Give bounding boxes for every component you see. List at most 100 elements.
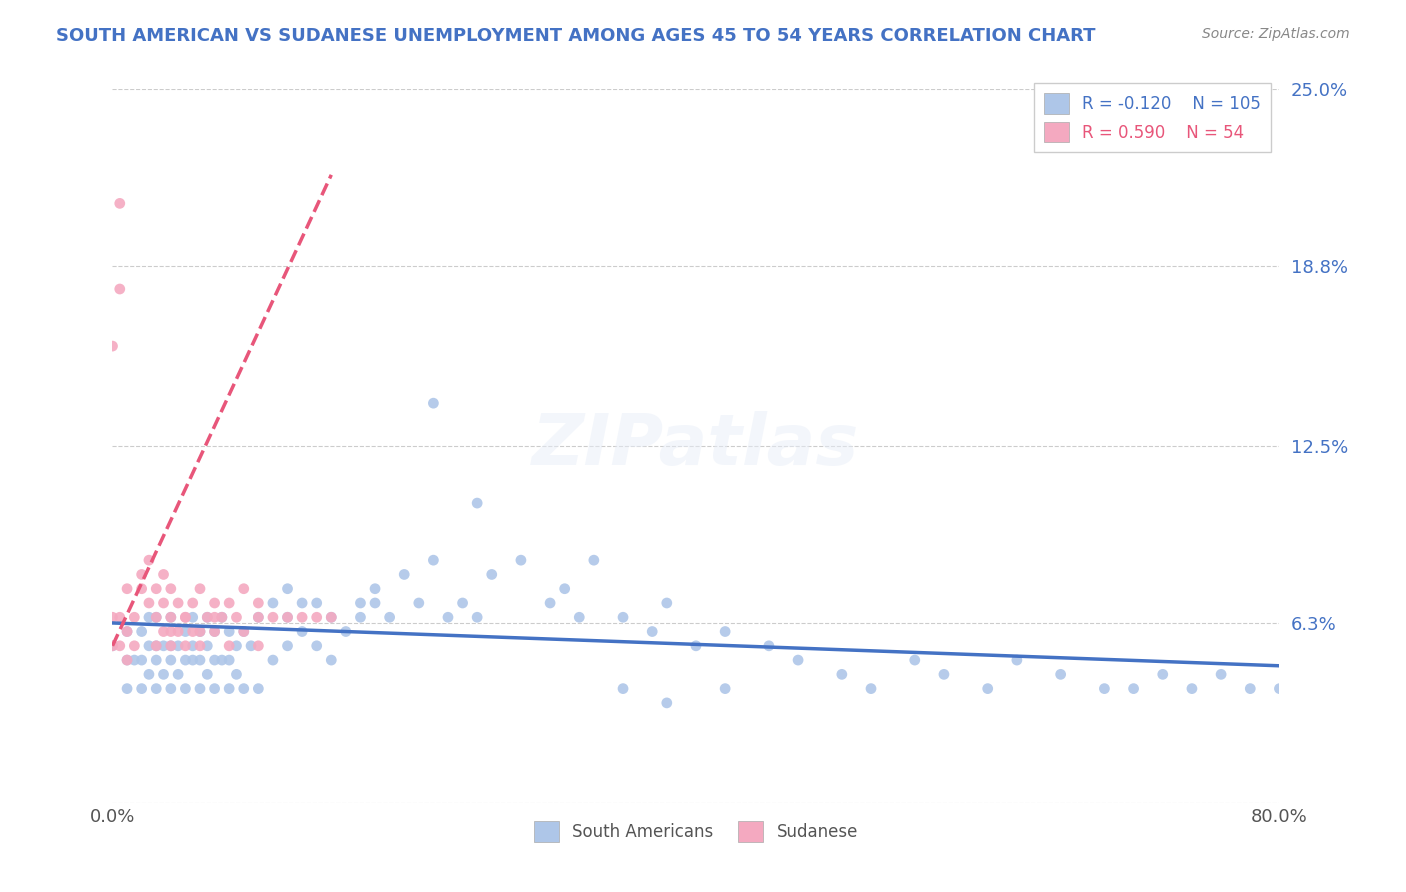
Point: [247, 610, 270, 624]
Point: [195, 610, 218, 624]
Point: [167, 667, 190, 681]
Point: [204, 653, 226, 667]
Point: [218, 681, 240, 696]
Point: [145, 639, 167, 653]
Point: [481, 567, 503, 582]
Point: [131, 681, 153, 696]
Point: [188, 653, 211, 667]
Point: [904, 653, 927, 667]
Point: [465, 496, 488, 510]
Point: [160, 653, 183, 667]
Point: [451, 596, 474, 610]
Point: [181, 653, 204, 667]
Point: [276, 639, 298, 653]
Point: [124, 653, 146, 667]
Point: [321, 610, 343, 624]
Point: [145, 582, 167, 596]
Point: [349, 596, 371, 610]
Point: [101, 339, 124, 353]
Point: [568, 610, 591, 624]
Point: [465, 610, 488, 624]
Point: [291, 610, 314, 624]
Point: [152, 639, 174, 653]
Point: [1122, 681, 1144, 696]
Point: [276, 610, 298, 624]
Point: [160, 639, 183, 653]
Point: [160, 582, 183, 596]
Point: [291, 596, 314, 610]
Point: [152, 567, 174, 582]
Point: [831, 667, 853, 681]
Point: [554, 582, 576, 596]
Text: SOUTH AMERICAN VS SUDANESE UNEMPLOYMENT AMONG AGES 45 TO 54 YEARS CORRELATION CH: SOUTH AMERICAN VS SUDANESE UNEMPLOYMENT …: [56, 27, 1095, 45]
Point: [276, 582, 298, 596]
Point: [291, 624, 314, 639]
Point: [108, 282, 131, 296]
Point: [211, 653, 233, 667]
Point: [188, 681, 211, 696]
Point: [232, 624, 254, 639]
Point: [612, 610, 634, 624]
Point: [232, 681, 254, 696]
Point: [195, 667, 218, 681]
Point: [167, 624, 190, 639]
Point: [860, 681, 883, 696]
Point: [108, 610, 131, 624]
Point: [138, 610, 160, 624]
Point: [232, 582, 254, 596]
Point: [204, 596, 226, 610]
Point: [364, 582, 387, 596]
Point: [211, 610, 233, 624]
Point: [152, 624, 174, 639]
Point: [225, 610, 247, 624]
Point: [218, 596, 240, 610]
Point: [240, 639, 263, 653]
Point: [138, 639, 160, 653]
Point: [225, 639, 247, 653]
Point: [305, 596, 328, 610]
Point: [101, 610, 124, 624]
Point: [218, 653, 240, 667]
Point: [305, 610, 328, 624]
Point: [115, 624, 138, 639]
Point: [115, 624, 138, 639]
Point: [211, 610, 233, 624]
Point: [335, 624, 357, 639]
Point: [218, 639, 240, 653]
Point: [138, 667, 160, 681]
Text: ZIPatlas: ZIPatlas: [533, 411, 859, 481]
Point: [181, 624, 204, 639]
Point: [174, 681, 197, 696]
Point: [152, 667, 174, 681]
Point: [115, 582, 138, 596]
Point: [131, 624, 153, 639]
Point: [101, 639, 124, 653]
Point: [181, 639, 204, 653]
Point: [1005, 653, 1028, 667]
Point: [160, 624, 183, 639]
Point: [115, 681, 138, 696]
Point: [247, 610, 270, 624]
Point: [612, 681, 634, 696]
Point: [167, 596, 190, 610]
Point: [932, 667, 955, 681]
Point: [160, 610, 183, 624]
Point: [582, 553, 605, 567]
Point: [108, 639, 131, 653]
Point: [131, 567, 153, 582]
Point: [1094, 681, 1116, 696]
Point: [394, 567, 416, 582]
Point: [1181, 681, 1204, 696]
Point: [262, 610, 284, 624]
Point: [218, 624, 240, 639]
Point: [160, 681, 183, 696]
Point: [160, 639, 183, 653]
Point: [262, 596, 284, 610]
Point: [509, 553, 531, 567]
Point: [321, 653, 343, 667]
Point: [758, 639, 780, 653]
Point: [115, 653, 138, 667]
Point: [131, 653, 153, 667]
Point: [195, 639, 218, 653]
Point: [204, 681, 226, 696]
